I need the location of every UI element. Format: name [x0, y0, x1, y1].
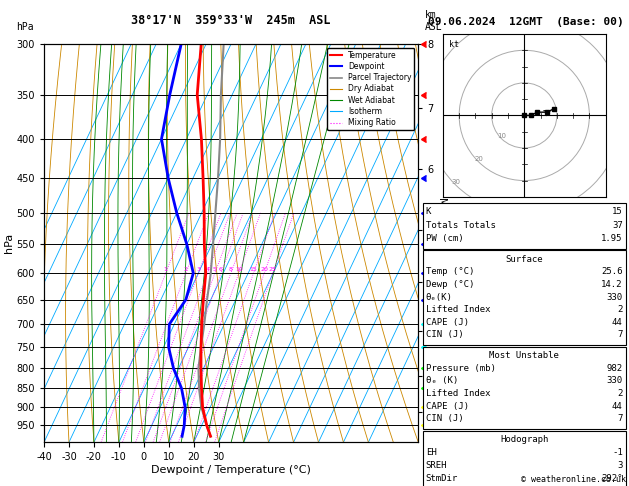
Text: 2: 2: [617, 389, 623, 398]
Text: Lifted Index: Lifted Index: [426, 389, 491, 398]
Text: K: K: [426, 208, 431, 216]
Text: 25: 25: [269, 267, 277, 272]
Text: Pressure (mb): Pressure (mb): [426, 364, 496, 373]
Text: 38°17'N  359°33'W  245m  ASL: 38°17'N 359°33'W 245m ASL: [131, 14, 331, 27]
Text: 44: 44: [612, 318, 623, 327]
Text: Hodograph: Hodograph: [500, 435, 548, 444]
Y-axis label: Mixing Ratio (g/kg): Mixing Ratio (g/kg): [437, 197, 447, 289]
Text: Dewp (°C): Dewp (°C): [426, 280, 474, 289]
Text: 3: 3: [617, 461, 623, 469]
Text: 1: 1: [164, 267, 168, 272]
Text: 330: 330: [606, 376, 623, 385]
Text: SREH: SREH: [426, 461, 447, 469]
Text: 2: 2: [184, 267, 188, 272]
Text: 37: 37: [612, 221, 623, 229]
Text: 15: 15: [612, 208, 623, 216]
Text: θₑ (K): θₑ (K): [426, 376, 458, 385]
Text: 09.06.2024  12GMT  (Base: 00): 09.06.2024 12GMT (Base: 00): [428, 17, 623, 27]
X-axis label: Dewpoint / Temperature (°C): Dewpoint / Temperature (°C): [151, 465, 311, 475]
Text: 10: 10: [497, 133, 506, 139]
Text: 4: 4: [206, 267, 209, 272]
Text: LCL: LCL: [426, 368, 441, 377]
Text: θₑ(K): θₑ(K): [426, 293, 453, 301]
Text: 3: 3: [196, 267, 201, 272]
Text: 10: 10: [235, 267, 243, 272]
Text: CIN (J): CIN (J): [426, 330, 464, 339]
Text: -1: -1: [612, 448, 623, 457]
Text: 8: 8: [229, 267, 233, 272]
Text: CAPE (J): CAPE (J): [426, 318, 469, 327]
Text: 6: 6: [219, 267, 223, 272]
Legend: Temperature, Dewpoint, Parcel Trajectory, Dry Adiabat, Wet Adiabat, Isotherm, Mi: Temperature, Dewpoint, Parcel Trajectory…: [327, 48, 415, 130]
Text: 20: 20: [260, 267, 268, 272]
Text: 20: 20: [474, 156, 483, 162]
Text: 25.6: 25.6: [601, 267, 623, 276]
Text: km
ASL: km ASL: [425, 10, 442, 32]
Text: EH: EH: [426, 448, 437, 457]
Text: CAPE (J): CAPE (J): [426, 402, 469, 411]
Text: 1.95: 1.95: [601, 234, 623, 243]
Text: © weatheronline.co.uk: © weatheronline.co.uk: [521, 474, 626, 484]
Text: 15: 15: [250, 267, 257, 272]
Text: StmDir: StmDir: [426, 473, 458, 483]
Text: 30: 30: [452, 179, 460, 185]
Text: hPa: hPa: [16, 21, 33, 32]
Text: 292°: 292°: [601, 473, 623, 483]
Text: kt: kt: [449, 40, 459, 49]
Text: CIN (J): CIN (J): [426, 415, 464, 423]
Text: PW (cm): PW (cm): [426, 234, 464, 243]
Text: 5: 5: [213, 267, 217, 272]
Text: 330: 330: [606, 293, 623, 301]
Text: 7: 7: [617, 330, 623, 339]
Text: Most Unstable: Most Unstable: [489, 351, 559, 360]
Text: Lifted Index: Lifted Index: [426, 305, 491, 314]
Y-axis label: hPa: hPa: [4, 233, 14, 253]
Text: Surface: Surface: [506, 255, 543, 263]
Text: Temp (°C): Temp (°C): [426, 267, 474, 276]
Text: 2: 2: [617, 305, 623, 314]
Text: 982: 982: [606, 364, 623, 373]
Text: Totals Totals: Totals Totals: [426, 221, 496, 229]
Text: 7: 7: [617, 415, 623, 423]
Text: 14.2: 14.2: [601, 280, 623, 289]
Text: 44: 44: [612, 402, 623, 411]
